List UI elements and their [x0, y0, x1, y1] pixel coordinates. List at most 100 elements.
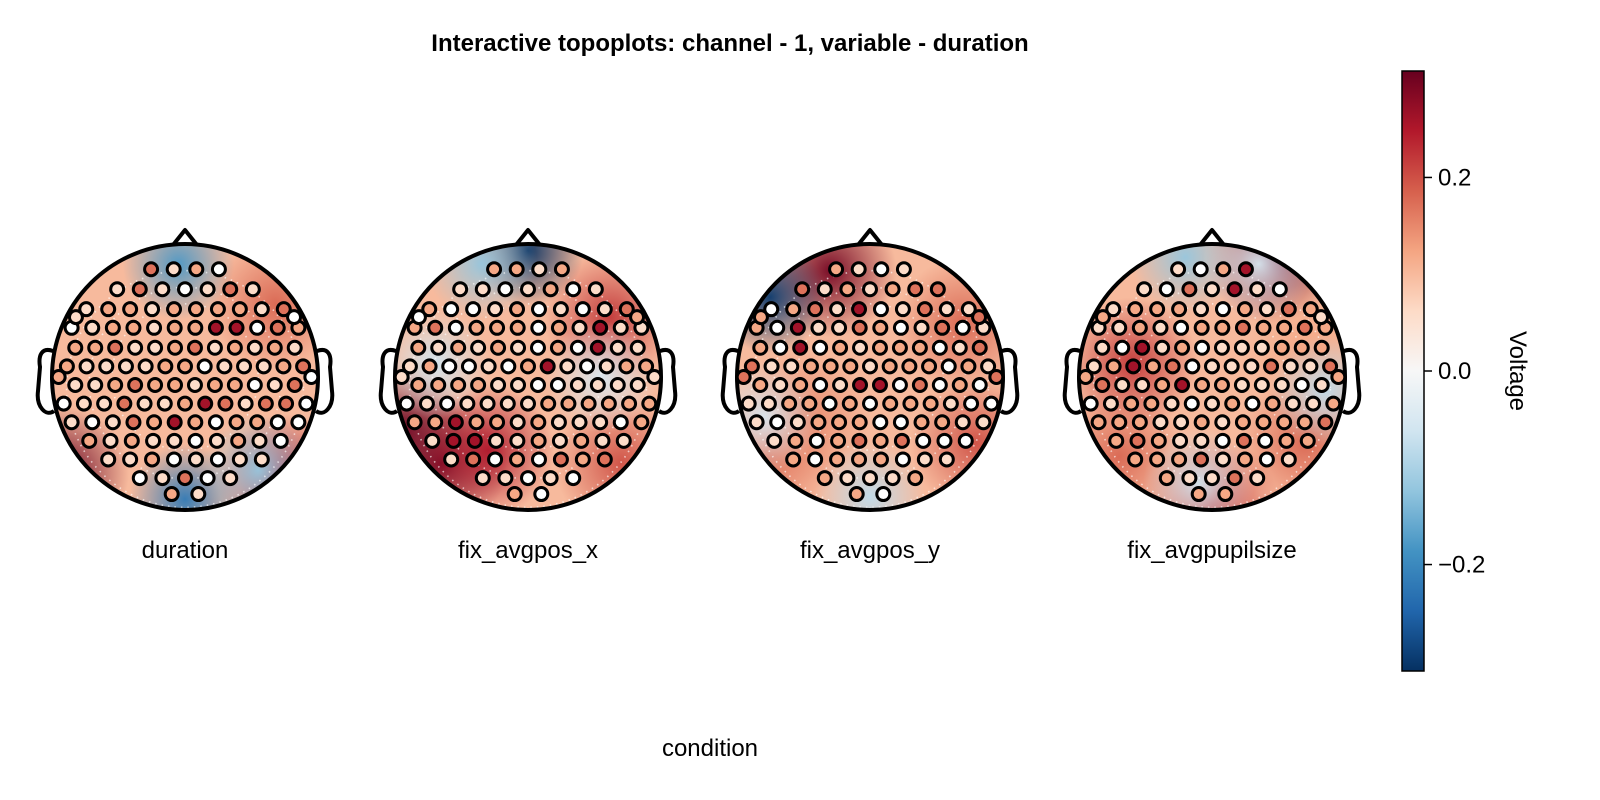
electrode-marker: [186, 339, 203, 356]
electrode-marker: [831, 319, 848, 336]
electrode-marker: [1253, 339, 1270, 356]
electrode-marker: [971, 339, 988, 356]
electrode-marker: [592, 414, 609, 431]
electrode-marker: [450, 376, 467, 393]
electrode-marker: [1193, 451, 1210, 468]
electrode-marker: [893, 432, 910, 449]
contour-line: [111, 303, 259, 451]
electrode-marker: [1302, 301, 1319, 318]
electrode-marker: [530, 451, 547, 468]
electrode-marker: [406, 414, 423, 431]
electrode-marker: [1123, 395, 1140, 412]
electrode-marker: [1293, 339, 1310, 356]
electrode-marker: [209, 301, 226, 318]
electrode-marker: [166, 319, 183, 336]
electrode-marker: [1077, 369, 1094, 385]
electrode-marker: [1243, 358, 1260, 375]
electrode-marker: [552, 451, 569, 468]
electrode-marker: [208, 432, 225, 449]
electrode-marker: [1214, 432, 1231, 449]
electrode-marker: [1213, 339, 1230, 356]
electrode-marker: [1134, 339, 1151, 356]
electrode-marker: [146, 414, 163, 431]
electrode-marker: [490, 376, 507, 393]
electrode-marker: [763, 301, 780, 318]
electrode-marker: [574, 301, 591, 318]
electrode-marker: [1193, 319, 1210, 336]
electrode-marker: [216, 358, 233, 375]
nose-outline: [514, 228, 542, 247]
electrode-marker: [1129, 432, 1146, 449]
electrode-marker: [468, 319, 485, 336]
electrode-marker: [569, 376, 586, 393]
electrode-marker: [1094, 376, 1111, 393]
electrode-marker: [1299, 432, 1316, 449]
electrode-marker: [931, 339, 948, 356]
electrode-marker: [975, 414, 992, 431]
electrode-marker: [154, 281, 171, 298]
electrode-marker: [257, 395, 274, 412]
electrode-marker: [816, 470, 833, 487]
electrode-marker: [1249, 470, 1266, 487]
topoplot-panel: fix_avgpos_x: [378, 228, 678, 564]
electrode-marker: [187, 432, 204, 449]
electrode-marker: [1085, 358, 1102, 375]
electrode-marker: [589, 376, 606, 393]
electrode-marker: [188, 261, 205, 278]
electrode-marker: [1214, 414, 1231, 431]
electrode-marker: [116, 395, 133, 412]
electrode-marker: [1131, 319, 1148, 336]
electrode-marker: [487, 301, 504, 318]
electrode-marker: [743, 358, 760, 375]
electrode-marker: [421, 358, 438, 375]
electrode-marker: [766, 432, 783, 449]
electrode-marker: [1094, 309, 1111, 326]
electrode-marker: [769, 414, 786, 431]
cold-region: [814, 440, 926, 510]
electrode-marker: [509, 414, 526, 431]
x-axis-label: condition: [661, 735, 759, 762]
electrode-marker: [839, 281, 856, 298]
electrode-marker: [1276, 319, 1293, 336]
electrode-marker: [881, 358, 898, 375]
electrode-marker: [107, 339, 124, 356]
electrode-marker: [1226, 281, 1243, 298]
electrode-marker: [1273, 376, 1290, 393]
electrode-marker: [1173, 319, 1190, 336]
electrode-marker: [957, 432, 974, 449]
electrode-marker: [895, 261, 912, 278]
electrode-marker: [1171, 451, 1188, 468]
electrode-marker: [1149, 451, 1166, 468]
electrode-marker: [851, 432, 868, 449]
electrode-marker: [199, 470, 216, 487]
electrode-marker: [1181, 470, 1198, 487]
electrode-marker: [789, 319, 806, 336]
electrode-marker: [929, 281, 946, 298]
electrode-marker: [131, 281, 148, 298]
electrode-marker: [550, 319, 567, 336]
electrode-marker: [199, 281, 216, 298]
electrode-marker: [579, 358, 596, 375]
electrode-marker: [872, 301, 889, 318]
electrode-marker: [520, 358, 536, 375]
electrode-marker: [465, 451, 482, 468]
electrode-marker: [166, 432, 183, 449]
electrode-marker: [275, 301, 292, 318]
electrode-marker: [210, 261, 227, 278]
electrode-marker: [1164, 358, 1181, 375]
electrode-marker: [621, 395, 638, 412]
electrode-marker: [954, 319, 971, 336]
electrode-marker: [145, 432, 162, 449]
electrode-marker: [122, 301, 139, 318]
electrode-marker: [862, 395, 878, 412]
electrode-marker: [424, 432, 441, 449]
electrode-marker: [891, 376, 908, 393]
electrode-marker: [954, 414, 971, 431]
electrode-marker: [971, 309, 988, 326]
electrode-marker: [466, 432, 483, 449]
topoplot-panel: fix_avgpos_y: [720, 228, 1020, 564]
electrode-marker: [228, 319, 245, 336]
electrode-marker: [529, 339, 546, 356]
electrode-marker: [226, 339, 243, 356]
electrode-marker: [131, 470, 148, 487]
